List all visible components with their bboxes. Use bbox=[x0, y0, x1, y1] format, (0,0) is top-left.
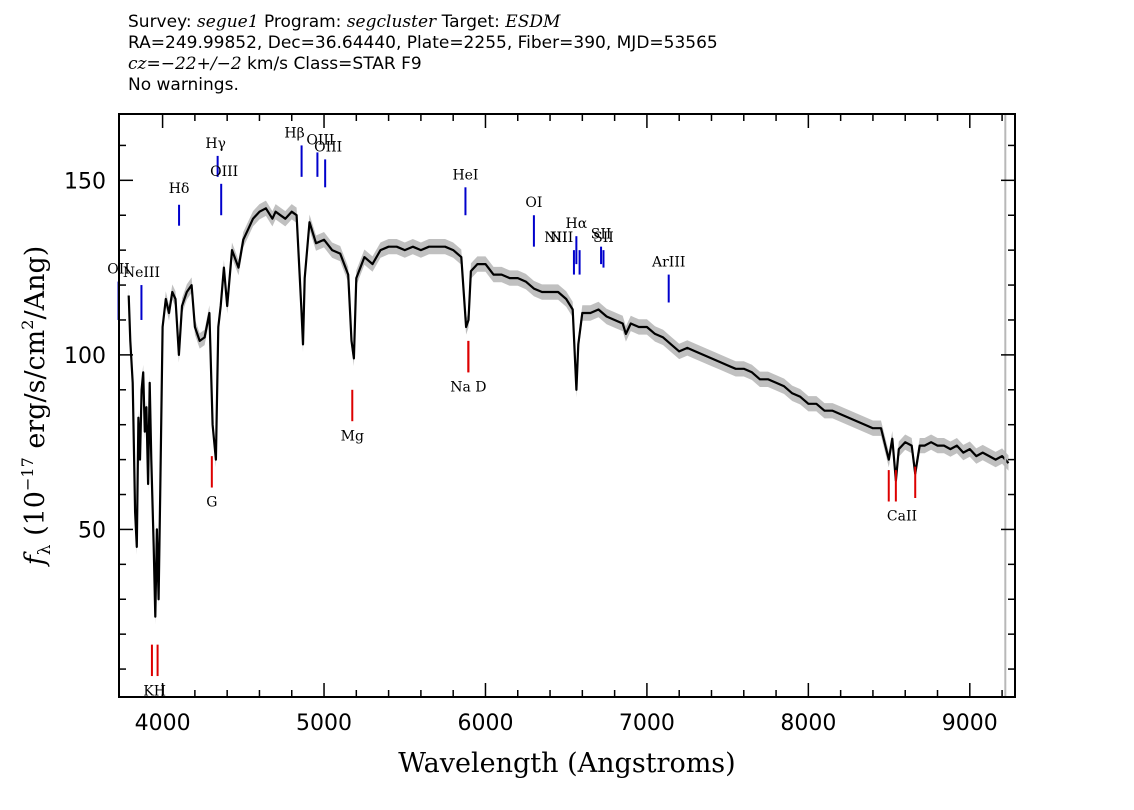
emission-line-label: HeI bbox=[452, 167, 478, 183]
emission-line-label: NII bbox=[544, 230, 567, 246]
x-tick-label: 7000 bbox=[619, 711, 675, 736]
header-line-coordinates: RA=249.99852, Dec=36.64440, Plate=2255, … bbox=[128, 33, 718, 53]
x-tick-label: 9000 bbox=[942, 711, 998, 736]
header-line-survey: Survey: segue1 Program: segcluster Targe… bbox=[128, 12, 561, 32]
cz-value: cz=−22+/−2 bbox=[128, 54, 242, 74]
y-axis-title: fλ (10−17 erg/s/cm2/Ang) bbox=[18, 246, 55, 568]
emission-line-label: Hβ bbox=[284, 125, 304, 141]
y-tick-label: 50 bbox=[78, 518, 106, 543]
header-line-warnings: No warnings. bbox=[128, 75, 239, 95]
absorption-line-label: Mg bbox=[341, 428, 364, 444]
emission-line-label: OI bbox=[525, 195, 542, 211]
plot-frame bbox=[118, 113, 1016, 698]
x-tick-label: 4000 bbox=[135, 711, 191, 736]
emission-line-label: Hδ bbox=[169, 181, 190, 197]
emission-line-label: ArIII bbox=[651, 255, 685, 271]
y-tick-label: 150 bbox=[64, 169, 106, 194]
absorption-line-label: CaII bbox=[887, 509, 917, 525]
emission-line-label: SII bbox=[593, 230, 614, 246]
class-value: km/s Class=STAR F9 bbox=[241, 54, 422, 74]
error-band bbox=[128, 200, 1009, 625]
x-tick-label: 5000 bbox=[296, 711, 352, 736]
absorption-line-label: G bbox=[206, 495, 217, 511]
emission-line-label: Hα bbox=[566, 216, 588, 232]
spectrum-header: Survey: segue1 Program: segcluster Targe… bbox=[128, 12, 718, 96]
survey-value: segue1 bbox=[197, 12, 259, 32]
flux-line bbox=[127, 207, 1010, 618]
y-tick-label: 100 bbox=[64, 344, 106, 369]
emission-line-label: OIII bbox=[210, 164, 238, 180]
x-tick-label: 8000 bbox=[780, 711, 836, 736]
x-axis-title: Wavelength (Angstroms) bbox=[398, 748, 735, 779]
absorption-line-label: KH bbox=[143, 683, 166, 699]
emission-line-label: NII bbox=[550, 230, 573, 246]
header-line-redshift: cz=−22+/−2 km/s Class=STAR F9 bbox=[128, 54, 718, 75]
x-tick-label: 6000 bbox=[457, 711, 513, 736]
emission-line-label: Hγ bbox=[205, 136, 226, 152]
absorption-line-label: Na D bbox=[450, 380, 486, 396]
emission-line-label: OIII bbox=[314, 139, 342, 155]
program-value: segcluster bbox=[346, 12, 437, 32]
emission-line-label: NeIII bbox=[123, 265, 160, 281]
emission-line-label: SII bbox=[591, 227, 612, 243]
target-value: ESDM bbox=[505, 12, 561, 32]
emission-line-label: OIII bbox=[306, 132, 334, 148]
